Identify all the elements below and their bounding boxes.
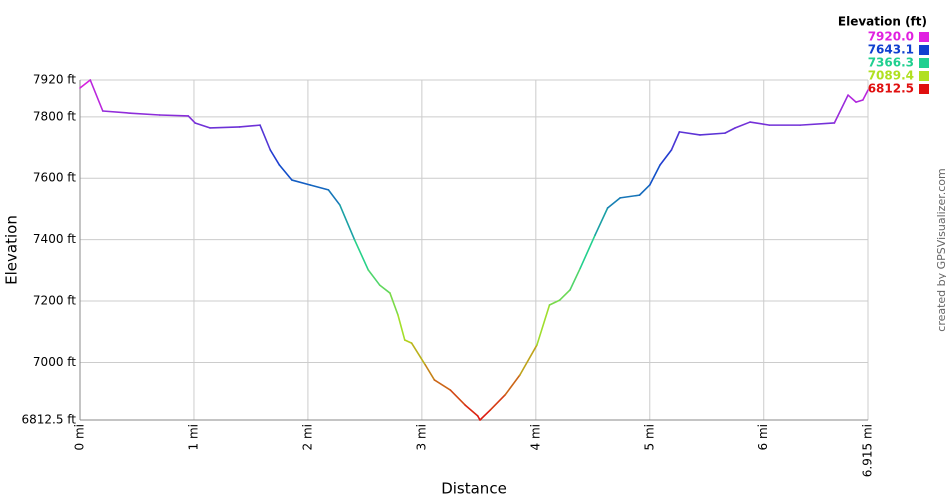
elevation-segment <box>309 184 330 191</box>
elevation-segment <box>569 267 582 291</box>
legend-swatch <box>919 32 929 42</box>
elevation-segment <box>558 289 571 301</box>
legend-swatch <box>919 84 929 94</box>
legend-label: 6812.5 <box>868 82 914 96</box>
elevation-segment <box>847 94 857 103</box>
elevation-segment <box>353 239 370 271</box>
elevation-segment <box>724 127 737 134</box>
elevation-segment <box>378 284 391 294</box>
elevation-segment <box>424 364 436 381</box>
elevation-segment <box>659 149 673 166</box>
credit: created by GPSVisualizer.com <box>935 168 946 331</box>
x-axis-title: Distance <box>441 480 507 498</box>
y-axis-title: Elevation <box>3 215 21 285</box>
elevation-segment <box>187 115 196 124</box>
elevation-segment <box>403 339 413 344</box>
x-tick-label: 6 mi <box>756 424 770 450</box>
elevation-segment <box>158 114 190 117</box>
legend-title: Elevation (ft) <box>838 15 927 29</box>
elevation-segment <box>449 389 466 406</box>
elevation-segment <box>699 132 726 136</box>
elevation-segment <box>269 149 281 166</box>
elevation-segment <box>833 94 849 124</box>
elevation-segment <box>734 121 751 129</box>
elevation-segment <box>862 89 869 101</box>
elevation-segment <box>79 79 92 89</box>
y-tick-label: 7400 ft <box>33 232 76 246</box>
elevation-segment <box>548 299 561 306</box>
elevation-segment <box>504 374 521 396</box>
elevation-segment <box>638 184 651 196</box>
elevation-segment <box>519 344 538 376</box>
elevation-segment <box>291 179 311 186</box>
elevation-segment <box>327 189 341 206</box>
elevation-segment <box>799 122 836 126</box>
x-tick-label: 5 mi <box>642 424 656 450</box>
legend-label: 7920.0 <box>868 30 914 44</box>
elevation-segment <box>209 126 241 129</box>
elevation-segment <box>619 194 641 199</box>
y-tick-label: 7920 ft <box>33 73 76 87</box>
elevation-segment <box>259 124 272 151</box>
elevation-segment <box>670 131 681 151</box>
y-tick-label: 7800 ft <box>33 109 76 123</box>
elevation-segment <box>594 207 609 236</box>
elevation-segment <box>367 269 381 286</box>
elevation-segment <box>389 292 399 316</box>
y-tick-label: 7200 ft <box>33 294 76 308</box>
elevation-segment <box>579 234 596 269</box>
elevation-segment <box>339 204 356 241</box>
legend-swatch <box>919 45 929 55</box>
legend-swatch <box>919 58 929 68</box>
elevation-segment <box>129 112 161 116</box>
y-tick-label: 6812.5 ft <box>21 413 76 427</box>
elevation-segment <box>606 197 621 209</box>
x-tick-label: 2 mi <box>300 424 314 450</box>
legend-label: 7643.1 <box>868 43 914 57</box>
elevation-segment <box>648 164 661 186</box>
x-tick-label: 4 mi <box>528 424 542 450</box>
legend-label: 7089.4 <box>868 69 914 83</box>
y-tick-label: 7600 ft <box>33 171 76 185</box>
elevation-segment <box>194 122 211 129</box>
x-tick-label: 3 mi <box>414 424 428 450</box>
elevation-segment <box>678 131 701 136</box>
legend-label: 7366.3 <box>868 56 914 70</box>
y-tick-label: 7000 ft <box>33 355 76 369</box>
elevation-segment <box>278 164 293 181</box>
elevation-segment <box>101 110 131 114</box>
elevation-segment <box>855 99 864 103</box>
elevation-segment <box>238 124 261 128</box>
elevation-segment <box>536 304 551 346</box>
x-tick-label: 0 mi <box>73 424 87 450</box>
x-tick-label: 1 mi <box>186 424 200 450</box>
elevation-segment <box>489 394 506 411</box>
elevation-segment <box>433 379 452 391</box>
x-tick-label: 6.915 mi <box>861 424 875 477</box>
elevation-segment <box>410 342 427 366</box>
elevation-segment <box>479 409 492 421</box>
elevation-segment <box>89 79 104 112</box>
elevation-segment <box>749 121 771 126</box>
elevation-segment <box>397 314 406 341</box>
elevation-segment <box>464 404 479 417</box>
legend-swatch <box>919 71 929 81</box>
